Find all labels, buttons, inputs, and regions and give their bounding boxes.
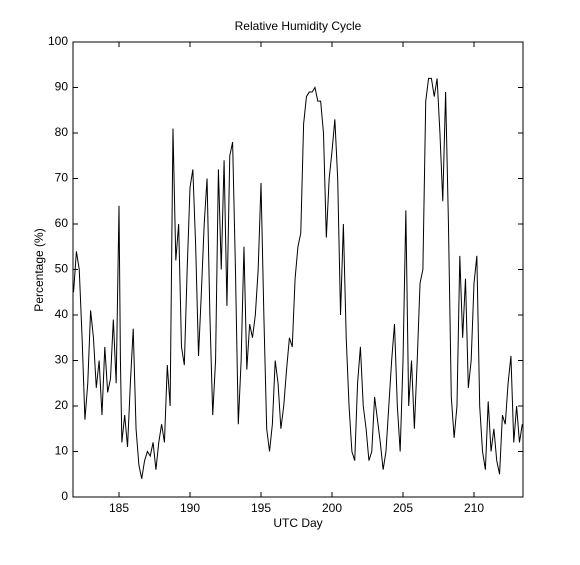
x-axis-label: UTC Day	[273, 516, 322, 530]
y-tick-label: 90	[55, 80, 69, 94]
chart-title: Relative Humidity Cycle	[235, 19, 362, 33]
y-tick-label: 80	[55, 125, 69, 139]
data-line	[73, 77, 523, 479]
x-tick-label: 195	[251, 501, 271, 515]
y-tick-label: 50	[55, 262, 69, 276]
y-tick-label: 30	[55, 353, 69, 367]
x-tick-label: 190	[180, 501, 200, 515]
y-tick-label: 70	[55, 171, 69, 185]
x-tick-label: 200	[322, 501, 342, 515]
y-tick-label: 10	[55, 444, 69, 458]
x-tick-label: 210	[464, 501, 484, 515]
y-tick-label: 20	[55, 398, 69, 412]
x-tick-label: 185	[109, 501, 129, 515]
y-tick-label: 40	[55, 307, 69, 321]
y-tick-label: 0	[61, 489, 68, 503]
x-tick-label: 205	[393, 501, 413, 515]
y-tick-label: 60	[55, 216, 69, 230]
y-axis-label: Percentage (%)	[32, 228, 46, 311]
plot-frame	[72, 41, 524, 498]
y-tick-label: 100	[48, 34, 68, 48]
